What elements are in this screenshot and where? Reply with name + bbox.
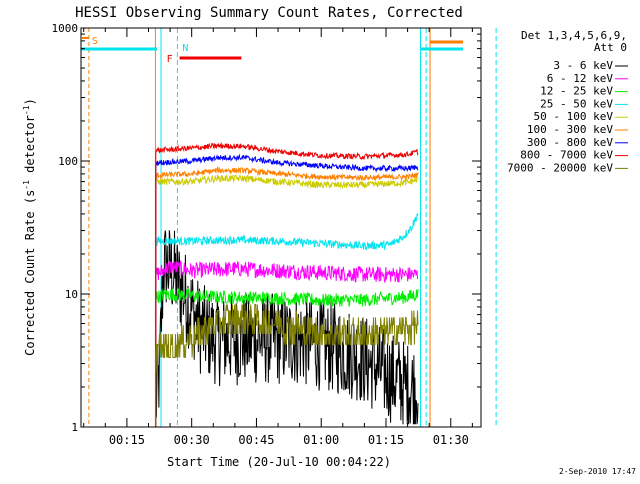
legend-entry-label: 300 - 800 keV: [527, 136, 613, 149]
y-axis: 1 10 100 1000: [52, 22, 481, 434]
legend-entry-label: 25 - 50 keV: [540, 97, 613, 110]
y-axis-label-end: ): [23, 98, 37, 105]
y-tick-label: 1000: [52, 22, 79, 35]
series-line-2: [155, 260, 419, 427]
x-tick-label: 01:00: [303, 433, 339, 447]
annotation-n: N: [182, 43, 188, 54]
y-axis-label: Corrected Count Rate (s-1 detector-1): [22, 98, 37, 356]
series-line-8: [155, 141, 419, 427]
x-tick-label: 00:15: [109, 433, 145, 447]
series-line-6: [155, 165, 419, 427]
x-tick-label: 01:15: [368, 433, 404, 447]
y-tick-label: 10: [65, 288, 78, 301]
legend-entry-label: 12 - 25 keV: [540, 85, 613, 98]
legend-entry-label: 50 - 100 keV: [534, 110, 614, 123]
legend-header-line-1: Det 1,3,4,5,6,9,: [521, 29, 627, 42]
series-line-4: [155, 213, 419, 427]
plot-frame: [80, 27, 482, 428]
series-line-7: [155, 153, 419, 427]
series-line-5: [155, 173, 419, 427]
annotation-s: S: [92, 36, 98, 47]
y-axis-label-sup2: -1: [22, 105, 31, 115]
x-axis: 00:15 00:30 00:45 01:00 01:15 01:30: [83, 28, 473, 447]
legend-entry-label: 6 - 12 keV: [547, 72, 614, 85]
annotation-f: F: [167, 54, 173, 65]
legend-entry-label: 7000 - 20000 keV: [507, 161, 613, 174]
y-tick-label: 1: [71, 421, 78, 434]
y-tick-label: 100: [58, 155, 78, 168]
chart-title: HESSI Observing Summary Count Rates, Cor…: [75, 5, 463, 21]
series-line-3: [155, 288, 419, 427]
timestamp: 2-Sep-2010 17:47: [559, 467, 636, 476]
x-axis-label: Start Time (20-Jul-10 00:04:22): [167, 455, 391, 469]
x-tick-label: 00:30: [174, 433, 210, 447]
legend-entry-label: 100 - 300 keV: [527, 123, 613, 136]
y-axis-label-sup1: -1: [22, 180, 31, 190]
legend-entry-label: 3 - 6 keV: [553, 59, 613, 72]
y-axis-label-mid: detector: [23, 115, 37, 180]
x-tick-label: 00:45: [238, 433, 274, 447]
x-tick-label: 01:30: [433, 433, 469, 447]
legend-header-line-2: Att 0: [594, 41, 627, 54]
legend-entry-label: 800 - 7000 keV: [520, 149, 613, 162]
y-axis-label-main: Corrected Count Rate (s: [23, 190, 37, 356]
series-line-9: [155, 304, 419, 427]
